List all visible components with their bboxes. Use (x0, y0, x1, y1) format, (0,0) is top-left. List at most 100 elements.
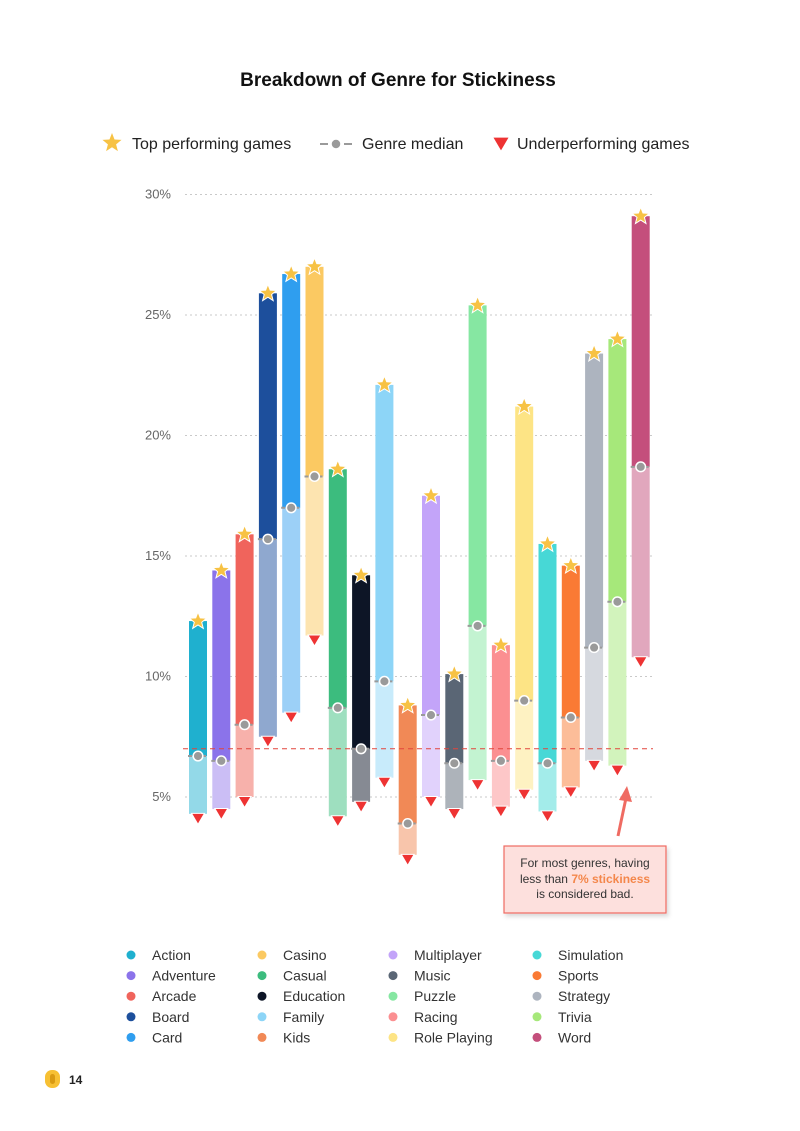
genre-legend: Action Adventure Arcade Board Card Casino Casu… (126, 947, 623, 1045)
y-tick-label: 10% (145, 669, 171, 684)
median-dot-music (448, 757, 460, 769)
star-icon-multiplayer (421, 485, 441, 505)
bar-lower-casual (328, 707, 347, 817)
triangle-icon-racing (493, 805, 509, 819)
genre-dot-strategy (532, 991, 542, 1001)
median-dot-multiplayer (425, 709, 437, 721)
bar-upper-kids (398, 705, 417, 824)
triangle-icon-arcade (237, 795, 252, 809)
genre-label-arcade: Arcade (152, 988, 197, 1004)
genre-label-family: Family (283, 1009, 324, 1025)
bar-upper-action (189, 621, 207, 757)
annotation-arrow-line (616, 797, 628, 837)
genre-dot-adventure (126, 971, 136, 981)
median-dot-kids (402, 817, 414, 830)
bar-lower-arcade (235, 724, 254, 797)
star-icon-adventure (211, 560, 232, 579)
triangle-icon-adventure (213, 808, 229, 821)
median-dot-board (262, 533, 274, 545)
bar-lower-multiplayer (422, 715, 440, 797)
annotation: For most genres, having less than 7% sti… (503, 786, 667, 914)
genre-dot-action (126, 950, 136, 960)
genre-label-word: Word (558, 1029, 591, 1045)
legend-top-performing: Top performing games (102, 133, 291, 153)
triangle-icon-education (353, 800, 369, 814)
annotation-line-2-prefix: less than (520, 872, 571, 886)
triangle-icon-multiplayer (423, 795, 439, 809)
genre-dot-family (257, 1012, 267, 1022)
star-icon-racing (491, 634, 511, 654)
y-axis: 30% 25% 20% 15% 10% 5% (145, 187, 171, 805)
footer: 14 (45, 1070, 83, 1088)
bar-lower-family (375, 681, 394, 778)
star-icon-education (351, 564, 371, 584)
genre-label-board: Board (152, 1009, 189, 1025)
genre-label-casual: Casual (283, 968, 327, 984)
median-dot-strategy (588, 642, 600, 654)
y-tick-label: 20% (145, 428, 171, 443)
genre-label-casino: Casino (283, 947, 327, 963)
legend-under-label: Underperforming games (517, 136, 690, 153)
star-icon-card (281, 263, 302, 283)
star-icon-casual (327, 458, 348, 478)
bar-lower-sports (561, 717, 580, 788)
star-icon-puzzle (467, 294, 488, 314)
bar-lower-simulation (538, 763, 557, 812)
genre-dot-trivia (532, 1012, 542, 1022)
median-dot-family (378, 675, 390, 687)
genre-label-sports: Sports (558, 968, 598, 984)
bars (189, 216, 650, 855)
median-dot-arcade (239, 719, 251, 731)
genre-label-role-playing: Role Playing (414, 1029, 493, 1045)
y-tick-label: 15% (145, 548, 171, 563)
genre-dot-board (126, 1012, 136, 1022)
grid (185, 194, 652, 798)
genre-dot-multiplayer (388, 950, 398, 960)
genre-label-simulation: Simulation (558, 947, 623, 963)
star-icon-board (258, 282, 278, 302)
bar-upper-word (631, 216, 650, 467)
bar-upper-casino (305, 266, 324, 477)
genre-dot-card (126, 1032, 136, 1042)
star-icon-kids (397, 695, 418, 714)
genre-dot-racing (388, 1012, 398, 1022)
median-dot-puzzle (472, 620, 484, 632)
genre-label-education: Education (283, 988, 345, 1004)
star-icon-trivia (607, 328, 628, 348)
bar-lower-strategy (585, 647, 604, 761)
genre-dot-puzzle (388, 991, 398, 1001)
median-dot-card (285, 502, 297, 514)
triangle-icon-word (633, 656, 649, 669)
genre-dot-word (532, 1032, 542, 1042)
star-icon-music (444, 663, 465, 683)
bar-lower-card (282, 507, 301, 713)
genre-dot-sports (532, 971, 542, 981)
bar-lower-kids (398, 823, 417, 855)
genre-label-strategy: Strategy (558, 988, 610, 1004)
arrow-up-icon (619, 786, 632, 802)
bar-lower-puzzle (468, 625, 487, 781)
markers (188, 205, 651, 867)
annotation-line-2: less than 7% stickiness (520, 872, 650, 886)
bar-lower-role-playing (515, 700, 534, 790)
triangle-icon-action (190, 812, 206, 826)
triangle-icon-sports (563, 786, 579, 799)
median-dot-adventure (215, 755, 227, 767)
coin-icon (45, 1070, 60, 1088)
y-tick-label: 30% (145, 187, 171, 202)
triangle-icon-strategy (586, 759, 602, 773)
triangle-icon-family (377, 776, 392, 790)
star-icon-strategy (584, 343, 604, 362)
star-icon-casino (304, 256, 325, 276)
bar-upper-role-playing (515, 406, 534, 701)
star-icon-role-playing (514, 396, 535, 415)
bar-upper-board (258, 293, 277, 540)
genre-label-trivia: Trivia (558, 1009, 592, 1025)
star-icon (102, 133, 122, 152)
genre-dot-education (257, 991, 267, 1001)
down-triangle-icon (493, 137, 509, 151)
chart-title: Breakdown of Genre for Stickiness (240, 70, 556, 91)
legend-genre-median: Genre median (320, 136, 463, 153)
genre-label-adventure: Adventure (152, 968, 216, 984)
